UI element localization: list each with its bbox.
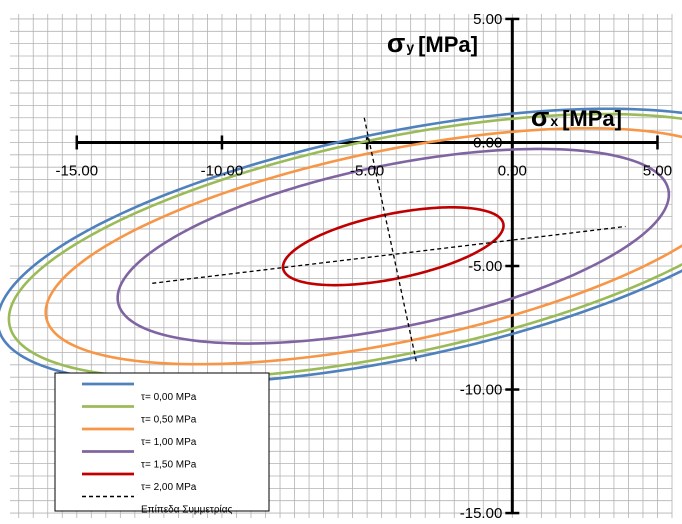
series-ellipse-2 bbox=[44, 126, 682, 366]
series-ellipse-1 bbox=[7, 112, 682, 380]
legend-label-5: Επίπεδα Συμμετρίας bbox=[141, 504, 233, 516]
legend: τ= 0,00 MPa τ= 0,50 MPa τ= 1,00 MPa τ= 1,50… bbox=[54, 372, 270, 516]
legend-label-1: τ= 0,50 MPa bbox=[141, 415, 197, 426]
y-tick-label: -5.00 bbox=[468, 258, 502, 275]
legend-label-3: τ= 1,50 MPa bbox=[141, 460, 197, 471]
legend-box bbox=[54, 372, 270, 512]
xtitle-text: σx [MPa] bbox=[531, 102, 622, 132]
x-tick-label: -5.00 bbox=[350, 162, 384, 179]
ellipse-series bbox=[0, 107, 682, 386]
symmetry-lines bbox=[152, 117, 626, 363]
x-tick-label: -10.00 bbox=[201, 162, 244, 179]
legend-label-4: τ= 2,00 MPa bbox=[141, 482, 197, 493]
y-tick-label: -15.00 bbox=[460, 505, 503, 522]
x-tick-labels: -15.00 -10.00 -5.00 0.00 5.00 bbox=[56, 162, 673, 179]
x-tick-label: -15.00 bbox=[56, 162, 99, 179]
x-axis-title: σx [MPa] bbox=[531, 102, 622, 132]
legend-label-2: τ= 1,00 MPa bbox=[141, 437, 197, 448]
y-tick-label: 5.00 bbox=[473, 11, 502, 28]
symmetry-line-0 bbox=[152, 225, 626, 284]
series-ellipse-3 bbox=[116, 147, 671, 345]
y-axis-title: σy [MPa] bbox=[387, 28, 478, 58]
legend-label-0: τ= 0,00 MPa bbox=[141, 392, 197, 403]
axes bbox=[75, 17, 659, 515]
x-tick-label: 5.00 bbox=[643, 162, 672, 179]
y-tick-labels: 5.00 0.00 -5.00 -10.00 -15.00 bbox=[460, 11, 503, 522]
ytitle-text: σy [MPa] bbox=[387, 28, 478, 58]
series-ellipse-0 bbox=[0, 107, 682, 386]
y-tick-label: -10.00 bbox=[460, 382, 503, 399]
x-tick-label: 0.00 bbox=[498, 162, 527, 179]
y-tick-label: 0.00 bbox=[473, 134, 502, 151]
series-ellipse-4 bbox=[281, 206, 505, 287]
